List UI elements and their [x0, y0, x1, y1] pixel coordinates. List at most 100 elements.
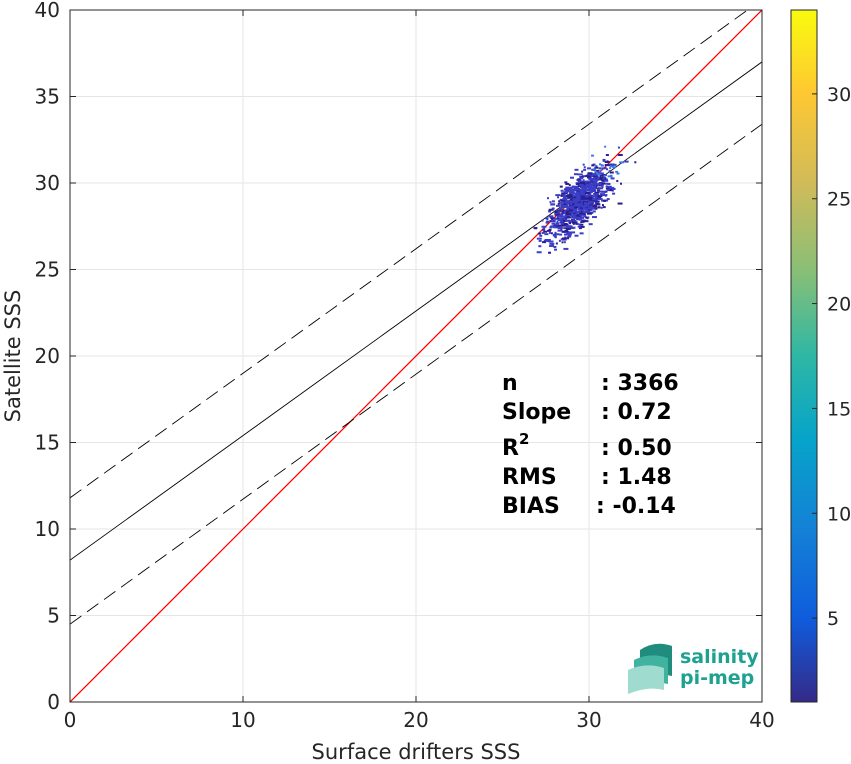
density-point	[569, 176, 574, 179]
density-point	[570, 195, 573, 198]
density-point	[569, 206, 574, 209]
density-point	[586, 195, 589, 198]
density-point	[567, 194, 573, 197]
stat-r2-sup: 2	[519, 430, 529, 448]
density-point	[598, 187, 601, 190]
density-point	[570, 227, 575, 230]
density-point	[582, 199, 585, 202]
density-point	[563, 233, 567, 236]
density-point	[590, 187, 595, 190]
x-tick-label: 30	[576, 708, 601, 732]
density-point	[555, 222, 559, 225]
density-point	[560, 199, 566, 202]
density-point	[538, 239, 542, 242]
density-point	[582, 179, 585, 182]
density-point	[592, 210, 596, 213]
density-point	[620, 182, 623, 185]
density-point	[581, 221, 585, 224]
y-tick-label: 25	[35, 258, 60, 282]
y-tick-label: 30	[35, 171, 60, 195]
density-point	[593, 192, 597, 195]
density-point	[563, 211, 566, 214]
density-point	[580, 221, 583, 224]
x-tick-label: 20	[403, 708, 428, 732]
density-point	[578, 216, 584, 219]
density-point	[584, 181, 587, 184]
stat-slope-value: : 0.72	[601, 400, 672, 425]
density-point	[605, 185, 608, 188]
density-point	[562, 202, 565, 205]
density-point	[606, 185, 612, 188]
density-point	[591, 164, 595, 167]
density-point	[583, 193, 586, 196]
density-point	[560, 214, 564, 217]
density-point	[543, 230, 548, 233]
density-point	[569, 231, 572, 234]
density-point	[549, 242, 555, 245]
density-point	[565, 187, 571, 190]
density-point	[573, 206, 578, 209]
density-point	[608, 170, 611, 173]
density-point	[570, 220, 576, 223]
density-point	[552, 226, 557, 229]
density-point	[601, 167, 606, 170]
density-point	[575, 201, 580, 204]
density-point	[582, 188, 588, 191]
density-point	[597, 195, 603, 198]
density-point	[609, 186, 615, 189]
stat-slope-label: Slope	[502, 400, 571, 425]
density-point	[568, 220, 573, 223]
density-point	[572, 222, 575, 225]
density-point	[556, 209, 559, 212]
density-point	[589, 192, 592, 195]
density-point	[575, 222, 579, 225]
density-point	[586, 184, 592, 187]
density-point	[579, 207, 583, 210]
x-tick-label: 0	[64, 708, 77, 732]
density-point	[590, 173, 593, 176]
density-point	[564, 230, 569, 233]
density-point	[539, 234, 543, 237]
density-point	[576, 205, 581, 208]
density-point	[609, 165, 614, 168]
density-point	[589, 205, 593, 208]
density-point	[548, 228, 552, 231]
density-point	[573, 202, 577, 205]
density-point	[536, 237, 542, 240]
density-point	[554, 233, 560, 236]
density-point	[611, 189, 614, 192]
density-point	[599, 172, 604, 175]
density-point	[561, 192, 566, 195]
density-point	[601, 185, 604, 188]
density-point	[578, 227, 582, 230]
density-point	[583, 195, 587, 198]
density-point	[593, 176, 596, 179]
density-point	[560, 203, 564, 206]
density-point	[580, 197, 586, 200]
density-point	[588, 223, 593, 226]
density-point	[608, 189, 612, 192]
density-point	[567, 189, 570, 192]
density-point	[617, 202, 623, 205]
density-point	[548, 208, 554, 211]
density-point	[593, 188, 596, 191]
density-point	[596, 172, 599, 175]
density-point	[561, 211, 564, 214]
density-point	[578, 208, 584, 211]
density-point	[564, 202, 570, 205]
density-point	[581, 175, 586, 178]
density-point	[599, 169, 602, 172]
density-point	[579, 177, 583, 180]
density-point	[580, 202, 583, 205]
density-point	[538, 245, 542, 248]
density-point	[559, 233, 563, 236]
density-point	[550, 217, 555, 220]
stat-bias-value: : -0.14	[596, 494, 676, 519]
density-point	[566, 212, 572, 215]
density-point	[607, 175, 613, 178]
density-point	[559, 207, 563, 210]
density-point	[589, 203, 593, 206]
density-point	[557, 223, 560, 226]
density-point	[602, 177, 605, 180]
density-point	[564, 219, 570, 222]
